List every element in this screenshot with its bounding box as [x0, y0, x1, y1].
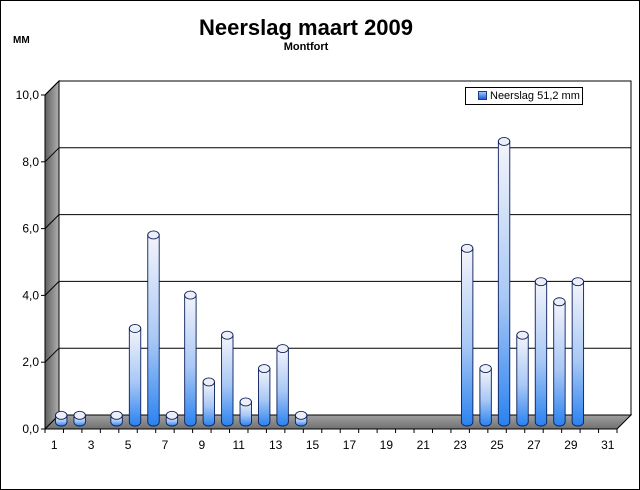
- bar: [258, 364, 271, 427]
- bar: [147, 230, 160, 427]
- bar-top: [553, 297, 566, 307]
- y-tick-label: 4,0: [22, 288, 39, 302]
- bar-body: [534, 281, 548, 427]
- bar-top: [239, 397, 252, 407]
- x-tick-label: 1: [51, 438, 58, 452]
- bar-top: [73, 410, 86, 420]
- gridline-depth: [44, 214, 60, 229]
- x-tick-label: 5: [125, 438, 132, 452]
- left-wall: [44, 79, 60, 431]
- bar-body: [571, 281, 585, 427]
- gridline-depth: [44, 281, 60, 296]
- bar-top: [110, 410, 123, 420]
- bar-top: [516, 330, 529, 340]
- bar: [55, 410, 68, 427]
- bar-top: [147, 230, 160, 240]
- bar-body: [516, 334, 529, 427]
- chart-subtitle: Montfort: [283, 41, 329, 53]
- bar-body: [276, 348, 289, 427]
- bar: [479, 364, 492, 427]
- x-tick-label: 21: [417, 438, 431, 452]
- x-tick-label: 25: [490, 438, 504, 452]
- bar-body: [553, 301, 566, 427]
- bar-series: [55, 136, 585, 427]
- y-tick-label: 2,0: [22, 355, 39, 369]
- bar-top: [55, 410, 68, 420]
- bar-top: [184, 290, 197, 300]
- bar-top: [294, 410, 308, 420]
- x-tick-label: 23: [453, 438, 467, 452]
- bar-top: [258, 364, 271, 374]
- bar-top: [202, 377, 216, 387]
- bar: [221, 330, 234, 427]
- bar-body: [221, 334, 234, 427]
- bar: [497, 136, 511, 427]
- bar-top: [165, 410, 179, 420]
- x-tick-label: 3: [88, 438, 95, 452]
- bar: [202, 377, 216, 427]
- bar: [239, 397, 252, 427]
- gridline-depth: [44, 147, 60, 163]
- y-axis-ticks: 0,0 2,0 4,0 6,0 8,0 10,0: [16, 88, 45, 436]
- bar-body: [497, 140, 511, 427]
- bar: [460, 243, 474, 427]
- x-tick-label: 29: [564, 438, 578, 452]
- bar-body: [479, 368, 492, 427]
- bar: [110, 410, 123, 427]
- x-axis-ticks: 1 3 5 7 9 11 13 15 17 19 21 23 25 27 29 31: [44, 428, 618, 452]
- bar-body: [147, 234, 160, 427]
- x-tick-label: 15: [306, 438, 320, 452]
- x-tick-label: 17: [343, 438, 357, 452]
- bar: [516, 330, 529, 427]
- legend-swatch: [478, 91, 487, 100]
- legend: Neerslag 51,2 mm: [465, 87, 583, 105]
- bar-top: [571, 277, 585, 287]
- x-tick-label: 7: [162, 438, 169, 452]
- gridline-depth: [44, 80, 60, 96]
- bar: [128, 324, 142, 427]
- bar: [294, 410, 308, 427]
- bar: [184, 290, 197, 427]
- gridline-depth: [44, 347, 60, 363]
- bar: [534, 277, 548, 427]
- x-tick-label: 27: [527, 438, 541, 452]
- bar-top: [221, 330, 234, 340]
- bar: [276, 344, 289, 427]
- bar: [165, 410, 179, 427]
- bar-body: [128, 328, 142, 427]
- bar-top: [276, 344, 289, 353]
- chart-title: Neerslag maart 2009: [198, 15, 414, 40]
- bar-top: [460, 243, 474, 253]
- bar-top: [479, 364, 492, 374]
- x-tick-label: 19: [380, 438, 394, 452]
- y-tick-label: 8,0: [22, 155, 39, 169]
- bar-top: [497, 136, 511, 146]
- bar-body: [184, 294, 197, 427]
- y-axis-unit: MM: [13, 35, 30, 46]
- bar-body: [202, 381, 216, 427]
- bar: [571, 277, 585, 427]
- y-tick-label: 10,0: [16, 88, 40, 102]
- bar-body: [460, 247, 474, 427]
- bar-top: [128, 324, 142, 333]
- y-tick-label: 0,0: [22, 422, 39, 436]
- bar: [73, 410, 86, 427]
- x-tick-label: 13: [269, 438, 283, 452]
- bar-top: [534, 277, 548, 287]
- x-tick-label: 9: [198, 438, 205, 452]
- bar-body: [239, 401, 252, 427]
- x-tick-label: 31: [601, 438, 615, 452]
- y-tick-label: 6,0: [22, 222, 39, 236]
- x-tick-label: 11: [233, 438, 246, 452]
- bar: [553, 297, 566, 427]
- bar-body: [258, 368, 271, 427]
- legend-label: Neerslag 51,2 mm: [490, 90, 580, 102]
